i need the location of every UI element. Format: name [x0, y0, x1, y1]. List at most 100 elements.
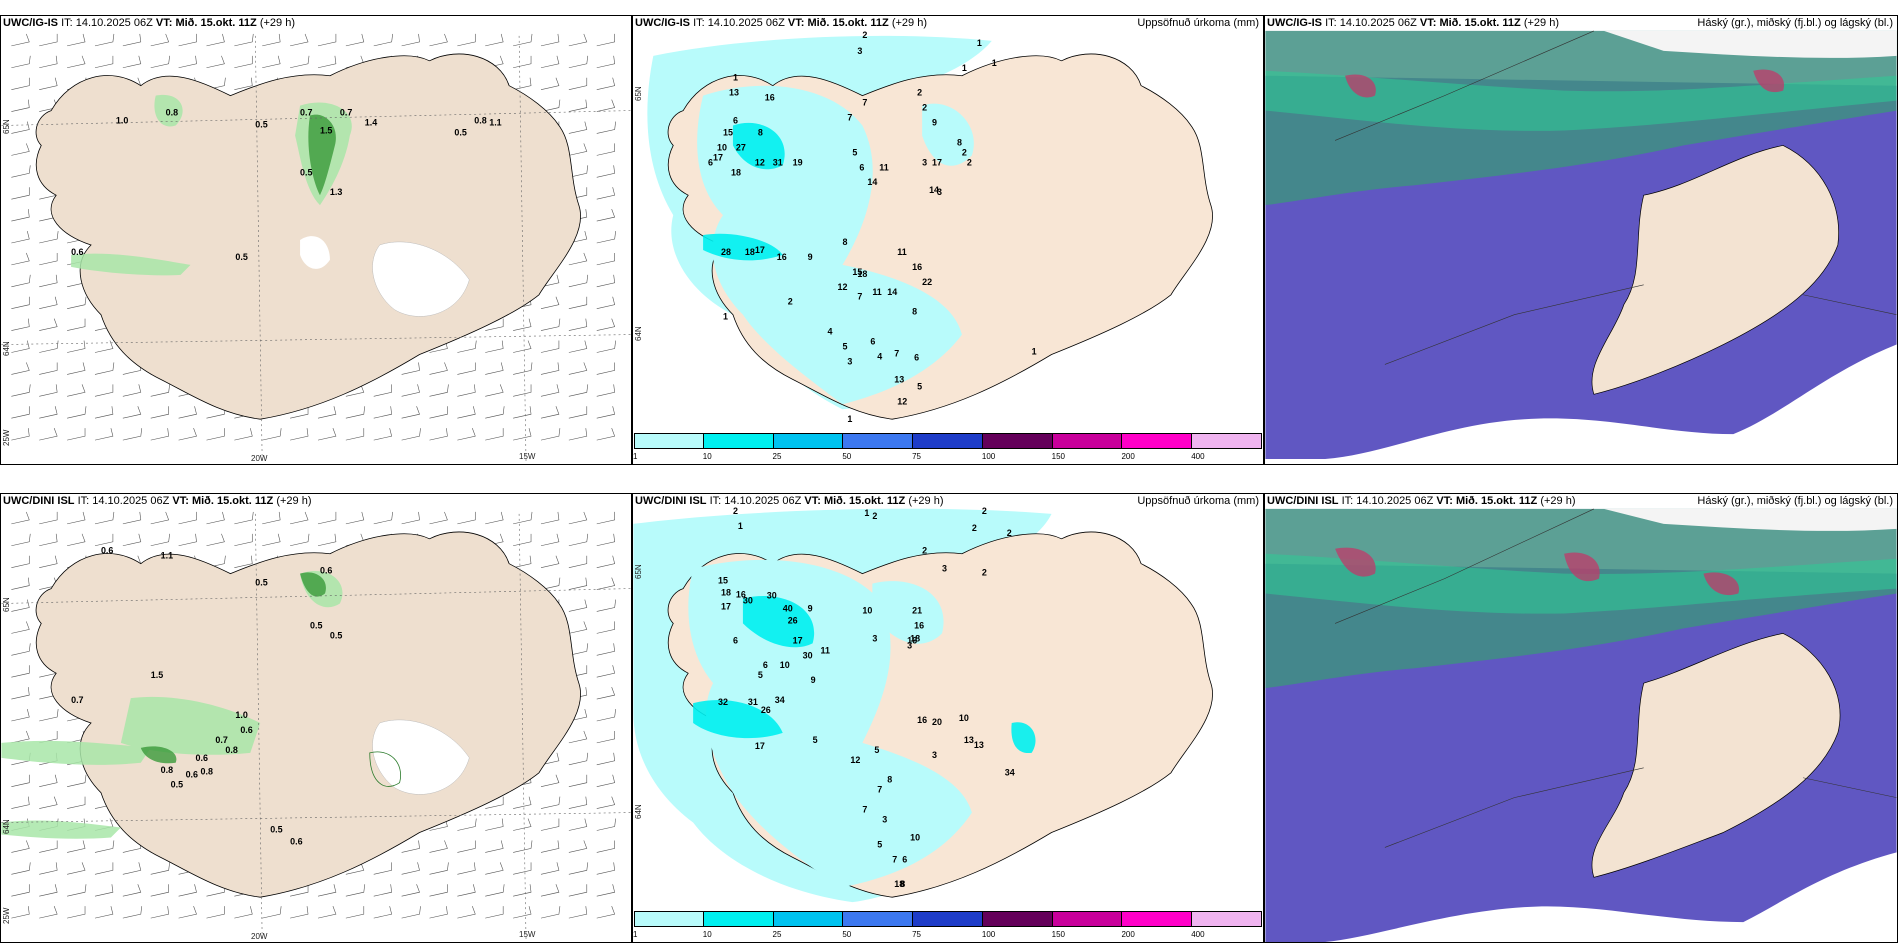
- vt-value: Mið. 15.okt. 11Z: [1455, 495, 1538, 507]
- wind-barb: [401, 33, 420, 47]
- wind-barb: [206, 55, 225, 69]
- precip-value-label: 6: [763, 660, 768, 670]
- wind-barb: [568, 340, 588, 353]
- wind-barb: [568, 774, 588, 787]
- vt-label: VT:: [787, 17, 805, 29]
- wind-barb: [11, 621, 30, 634]
- precip-dark: [308, 114, 336, 196]
- wind-barb: [345, 406, 366, 419]
- wind-barb: [513, 862, 532, 875]
- precip-value-label: 5: [842, 342, 847, 352]
- wind-barb: [401, 511, 420, 525]
- vt-value: Mið. 15.okt. 11Z: [823, 495, 906, 507]
- wind-barb: [457, 511, 476, 525]
- wind-barb: [596, 143, 615, 156]
- wind-barb: [596, 187, 616, 200]
- wind-precip-label: 1.3: [330, 187, 342, 197]
- wind-barb: [401, 840, 420, 853]
- wind-barb: [11, 340, 30, 353]
- wind-barb: [67, 33, 86, 47]
- wind-barb: [596, 577, 616, 590]
- precip-value-label: 18: [910, 633, 920, 643]
- precip-value-label: 1: [977, 38, 982, 48]
- precip-value-label: 7: [892, 854, 897, 864]
- wind-barb: [67, 796, 86, 809]
- wind-barb: [568, 796, 588, 809]
- wind-barb: [122, 55, 142, 69]
- precip-colorbar: 1 10 25 50 75 100 150 200 400: [633, 433, 1262, 463]
- wind-barb: [39, 774, 58, 787]
- model-name: UWC/DINI ISL: [3, 495, 75, 507]
- precip-value-label: 16: [907, 635, 917, 645]
- colorbar-tick-label: 150: [1051, 930, 1066, 939]
- wind-barb: [11, 906, 30, 919]
- wind-barb: [568, 621, 588, 634]
- precip-value-label: 1: [723, 312, 728, 322]
- wind-barb: [596, 231, 616, 244]
- precip-value-label: 30: [767, 591, 777, 601]
- wind-precip-label: 0.5: [310, 620, 322, 630]
- wind-barb: [178, 884, 197, 897]
- wind-barb: [540, 862, 560, 875]
- precip-value-label: 22: [922, 277, 932, 287]
- wind-barb: [596, 511, 615, 525]
- precip-value-label: 10: [862, 605, 872, 615]
- wind-barb: [596, 428, 616, 441]
- wind-barb: [345, 862, 365, 875]
- wind-barb: [39, 511, 58, 525]
- hatched-area: [369, 751, 401, 787]
- wind-barb: [457, 33, 476, 47]
- wind-barb: [568, 533, 589, 547]
- wind-precip-label: 0.7: [71, 695, 83, 705]
- precip-value-label: 21: [912, 605, 922, 615]
- wind-barb: [568, 252, 588, 266]
- wind-barb: [429, 884, 448, 897]
- wind-barb: [596, 906, 616, 919]
- wind-barb: [290, 55, 310, 69]
- precip-value-label: 26: [788, 615, 798, 625]
- precip-value-label: 31: [773, 157, 783, 167]
- wind-barb: [401, 906, 421, 919]
- wind-barb: [513, 77, 532, 90]
- precip-value-label: 12: [837, 282, 847, 292]
- wind-barb: [457, 384, 476, 397]
- wind-barb: [513, 840, 533, 853]
- wind-barb: [540, 511, 560, 525]
- wind-barb: [150, 884, 169, 897]
- wind-precip-values: 1.00.80.50.71.50.71.40.50.8 1.10.50.6 0.51…: [71, 108, 502, 262]
- wind-barb: [11, 274, 31, 288]
- precip-value-label: 5: [813, 735, 818, 745]
- wind-barb: [67, 906, 86, 919]
- wind-barb: [94, 33, 115, 47]
- wind-barb: [568, 99, 588, 112]
- wind-barb: [94, 533, 114, 547]
- iceland-land: [1591, 633, 1841, 878]
- wind-barb: [206, 511, 225, 525]
- wind-barb: [11, 143, 30, 156]
- wind-barb: [457, 906, 476, 919]
- wind-barb: [11, 55, 31, 69]
- precip-value-label: 14: [867, 177, 877, 187]
- precip-value-label: 2: [917, 88, 922, 98]
- precip-value-label: 5: [874, 745, 879, 755]
- wind-barb: [11, 884, 30, 897]
- precip-value-label: 4: [828, 327, 833, 337]
- wind-barb: [290, 533, 310, 547]
- wind-barb: [317, 33, 337, 47]
- precip-value-label: 4: [877, 351, 882, 361]
- wind-barb: [596, 840, 615, 853]
- wind-barb: [67, 884, 87, 897]
- accum-precip-panel: UWC/IG-IS IT: 14.10.2025 06Z VT: Mið. 15…: [632, 15, 1264, 465]
- wind-barb: [513, 428, 532, 441]
- colorbar-swatch: [843, 911, 914, 927]
- precip-value-label: 1: [1032, 346, 1037, 356]
- precip-value-label: 16: [777, 252, 787, 262]
- wind-barb: [485, 362, 504, 375]
- wind-barb: [317, 533, 337, 547]
- wind-barb: [457, 862, 476, 875]
- wind-barb: [540, 840, 560, 853]
- wind-barb: [513, 818, 532, 831]
- precip-value-label: 5: [852, 147, 857, 157]
- wind-barb: [11, 99, 30, 112]
